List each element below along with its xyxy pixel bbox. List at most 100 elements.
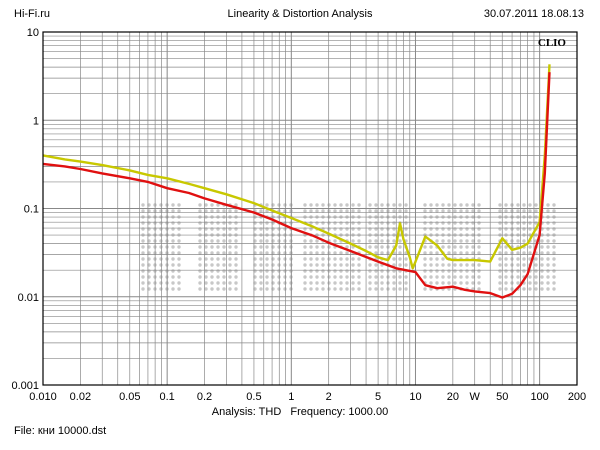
watermark-dot xyxy=(522,209,526,213)
watermark-dot xyxy=(441,209,445,213)
watermark-dot xyxy=(198,203,202,207)
watermark-dot xyxy=(504,257,508,261)
watermark-dot xyxy=(392,209,396,213)
watermark-dot xyxy=(392,281,396,285)
watermark-dot xyxy=(228,281,232,285)
watermark-dot xyxy=(498,221,502,225)
watermark-dot xyxy=(465,203,469,207)
watermark-dot xyxy=(471,251,475,255)
watermark-dot xyxy=(504,269,508,273)
watermark-dot xyxy=(552,203,556,207)
watermark-dot xyxy=(429,257,433,261)
watermark-dot xyxy=(477,269,481,273)
watermark-dot xyxy=(429,221,433,225)
watermark-dot xyxy=(315,239,319,243)
watermark-dot xyxy=(546,257,550,261)
watermark-dot xyxy=(177,239,181,243)
watermark-dot xyxy=(540,239,544,243)
watermark-dot xyxy=(234,203,238,207)
watermark-dot xyxy=(516,257,520,261)
watermark-dot xyxy=(441,245,445,249)
watermark-dot xyxy=(522,269,526,273)
watermark-dot xyxy=(333,203,337,207)
watermark-dot xyxy=(504,263,508,267)
watermark-dot xyxy=(315,251,319,255)
watermark-dot xyxy=(171,203,175,207)
watermark-dot xyxy=(404,209,408,213)
watermark-dot xyxy=(357,239,361,243)
watermark-dot xyxy=(435,275,439,279)
watermark-dot xyxy=(283,203,287,207)
watermark-dot xyxy=(351,209,355,213)
watermark-dot xyxy=(351,287,355,291)
watermark-dot xyxy=(435,209,439,213)
watermark-dot xyxy=(380,275,384,279)
watermark-dot xyxy=(447,239,451,243)
watermark-dot xyxy=(546,251,550,255)
watermark-dot xyxy=(453,203,457,207)
watermark-dot xyxy=(259,287,263,291)
watermark-dot xyxy=(404,257,408,261)
watermark-dot xyxy=(159,251,163,255)
watermark-dot xyxy=(465,281,469,285)
watermark-dot xyxy=(283,275,287,279)
watermark-dot xyxy=(228,221,232,225)
watermark-dot xyxy=(368,245,372,249)
watermark-dot xyxy=(465,251,469,255)
watermark-dot xyxy=(303,275,307,279)
watermark-dot xyxy=(198,221,202,225)
watermark-dot xyxy=(303,209,307,213)
watermark-dot xyxy=(339,209,343,213)
watermark-dot xyxy=(309,239,313,243)
watermark-dot xyxy=(423,209,427,213)
watermark-dot xyxy=(465,239,469,243)
watermark-dot xyxy=(351,281,355,285)
watermark-dot xyxy=(534,269,538,273)
watermark-dot xyxy=(309,245,313,249)
watermark-dot xyxy=(392,239,396,243)
watermark-dot xyxy=(309,269,313,273)
watermark-dot xyxy=(321,269,325,273)
watermark-dot xyxy=(534,257,538,261)
watermark-dot xyxy=(321,209,325,213)
watermark-dot xyxy=(429,269,433,273)
watermark-dot xyxy=(222,221,226,225)
watermark-dot xyxy=(546,281,550,285)
watermark-dot xyxy=(177,287,181,291)
watermark-dot xyxy=(522,251,526,255)
watermark-dot xyxy=(265,257,269,261)
watermark-dot xyxy=(333,281,337,285)
site-label: Hi-Fi.ru xyxy=(14,8,51,20)
watermark-dot xyxy=(447,275,451,279)
watermark-dot xyxy=(504,251,508,255)
watermark-dot xyxy=(368,209,372,213)
watermark-dot xyxy=(534,263,538,267)
watermark-dot xyxy=(516,263,520,267)
watermark-dot xyxy=(357,221,361,225)
watermark-dot xyxy=(522,239,526,243)
watermark-dot xyxy=(259,239,263,243)
y-tick-label: 0.01 xyxy=(18,292,39,304)
watermark-dot xyxy=(546,221,550,225)
watermark-dot xyxy=(228,263,232,267)
watermark-dot xyxy=(498,281,502,285)
watermark-dot xyxy=(429,203,433,207)
watermark-dot xyxy=(471,239,475,243)
watermark-dot xyxy=(429,209,433,213)
watermark-dot xyxy=(546,203,550,207)
watermark-dot xyxy=(171,221,175,225)
watermark-dot xyxy=(423,245,427,249)
watermark-dot xyxy=(351,203,355,207)
watermark-dot xyxy=(339,287,343,291)
watermark-dot xyxy=(423,263,427,267)
watermark-dot xyxy=(216,257,220,261)
watermark-dot xyxy=(210,257,214,261)
watermark-dot xyxy=(204,239,208,243)
watermark-dot xyxy=(333,251,337,255)
watermark-dot xyxy=(447,269,451,273)
watermark-dot xyxy=(283,245,287,249)
watermark-dot xyxy=(333,257,337,261)
watermark-dot xyxy=(441,239,445,243)
analysis-info: Analysis: THD Frequency: 1000.00 xyxy=(0,406,600,418)
watermark-dot xyxy=(198,275,202,279)
